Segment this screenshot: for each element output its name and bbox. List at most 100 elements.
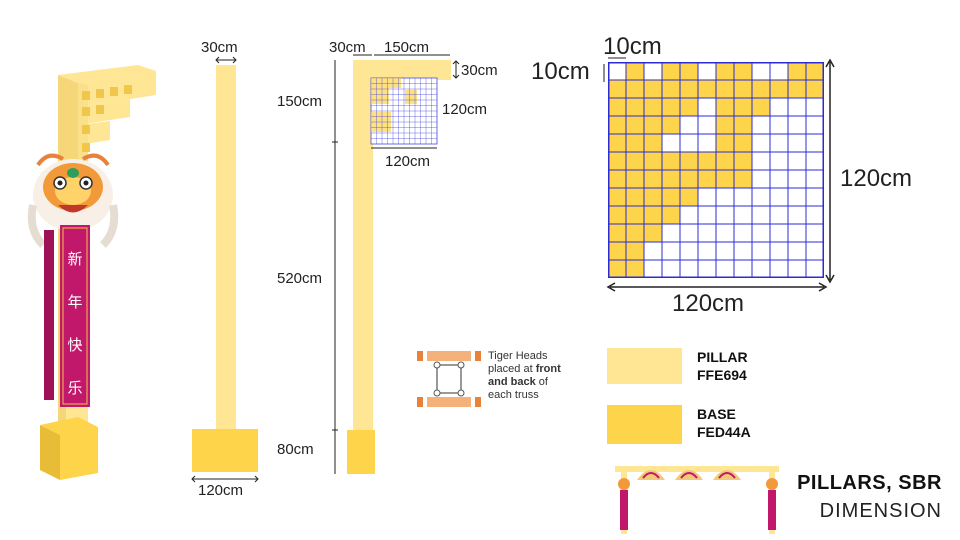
grid-cell bbox=[661, 205, 681, 225]
grid-cell bbox=[643, 187, 663, 207]
grid-cell bbox=[787, 151, 807, 171]
grid-cell bbox=[608, 151, 627, 171]
elevation-base bbox=[192, 429, 258, 472]
grid-cell bbox=[661, 151, 681, 171]
grid-cell bbox=[661, 62, 681, 81]
grid-cell bbox=[769, 97, 789, 117]
grid-cell bbox=[715, 187, 735, 207]
grid-cell bbox=[625, 133, 645, 153]
side-shaft bbox=[353, 60, 373, 432]
grid-cell bbox=[769, 241, 789, 261]
page-subtitle: DIMENSION bbox=[819, 500, 942, 522]
side-segment-top-label: 150cm bbox=[277, 93, 323, 110]
grid-cell bbox=[679, 169, 699, 189]
grid-cell bbox=[661, 97, 681, 117]
side-arm-thickness-label: 30cm bbox=[461, 62, 498, 79]
note-line-2: placed at front bbox=[488, 363, 561, 375]
elevation-top-width-label: 30cm bbox=[201, 39, 238, 56]
grid-cell bbox=[733, 151, 753, 171]
grid-cell bbox=[769, 259, 789, 278]
grid-cell bbox=[751, 169, 771, 189]
legend-base-name: BASE bbox=[697, 406, 736, 422]
grid-border bbox=[608, 62, 824, 278]
grid-cell bbox=[643, 223, 663, 243]
grid-cell bbox=[608, 241, 627, 261]
grid-cell bbox=[733, 205, 753, 225]
grid-cell bbox=[733, 169, 753, 189]
grid-cell bbox=[751, 187, 771, 207]
grid-cell bbox=[805, 97, 824, 117]
grid-cell bbox=[769, 169, 789, 189]
grid-width-label: 120cm bbox=[672, 290, 745, 317]
grid-cell bbox=[661, 259, 681, 278]
grid-cell bbox=[697, 133, 717, 153]
grid-cell bbox=[751, 62, 771, 81]
grid-cell bbox=[643, 62, 663, 81]
grid-cell bbox=[715, 97, 735, 117]
grid-cell bbox=[608, 187, 627, 207]
grid-cell bbox=[697, 205, 717, 225]
grid-cell bbox=[787, 133, 807, 153]
grid-cell bbox=[679, 205, 699, 225]
grid-cell bbox=[661, 115, 681, 135]
note-line-4: each truss bbox=[488, 389, 539, 401]
grid-cell bbox=[697, 79, 717, 99]
grid-height-label: 120cm bbox=[840, 165, 913, 192]
grid-cell bbox=[679, 223, 699, 243]
grid-cell bbox=[733, 115, 753, 135]
legend-pillar-name: PILLAR bbox=[697, 349, 748, 365]
grid-cell bbox=[805, 151, 824, 171]
legend-pillar-code: FFE694 bbox=[697, 367, 747, 383]
grid-cell bbox=[625, 62, 645, 81]
grid-cell bbox=[805, 169, 824, 189]
side-base bbox=[347, 430, 375, 474]
pillar-3d-illustration bbox=[27, 65, 156, 480]
grid-cell bbox=[805, 62, 824, 81]
grid-cell bbox=[715, 133, 735, 153]
side-grid-height-label: 120cm bbox=[442, 101, 488, 118]
grid-cell bbox=[733, 133, 753, 153]
grid-cell bbox=[715, 205, 735, 225]
grid-cell bbox=[715, 115, 735, 135]
grid-cell bbox=[608, 97, 627, 117]
grid-cell bbox=[769, 205, 789, 225]
grid-cell bbox=[805, 241, 824, 261]
legend-swatch-base bbox=[607, 405, 682, 444]
side-arm-label: 150cm bbox=[384, 39, 430, 56]
banner-char-2: 年 bbox=[67, 293, 83, 311]
side-width-label: 30cm bbox=[329, 39, 366, 56]
grid-cell bbox=[805, 79, 824, 99]
grid-cell bbox=[697, 223, 717, 243]
grid-cell bbox=[733, 62, 753, 81]
banner-char-3: 快 bbox=[67, 336, 83, 354]
grid-cell bbox=[787, 115, 807, 135]
grid-cell bbox=[715, 62, 735, 81]
grid-detail bbox=[608, 62, 824, 278]
grid-cell bbox=[697, 62, 717, 81]
grid-cell bbox=[643, 259, 663, 278]
grid-cell bbox=[805, 133, 824, 153]
grid-cell bbox=[751, 205, 771, 225]
grid-cell bbox=[715, 151, 735, 171]
elevation-pillar-shaft bbox=[216, 65, 236, 431]
grid-cell bbox=[733, 241, 753, 261]
grid-cell bbox=[769, 133, 789, 153]
grid-cell bbox=[679, 151, 699, 171]
grid-cell bbox=[751, 241, 771, 261]
grid-cell bbox=[751, 151, 771, 171]
grid-cell bbox=[787, 223, 807, 243]
grid-cell bbox=[679, 97, 699, 117]
elevation-bottom-width-label: 120cm bbox=[198, 482, 244, 499]
note-line-3: and back of bbox=[488, 376, 548, 388]
grid-cell bbox=[625, 79, 645, 99]
grid-cell bbox=[769, 187, 789, 207]
grid-cell bbox=[805, 187, 824, 207]
grid-cell bbox=[787, 241, 807, 261]
grid-cell bbox=[608, 169, 627, 189]
grid-cell bbox=[733, 97, 753, 117]
legend-swatch-pillar bbox=[607, 348, 682, 384]
grid-cell bbox=[679, 79, 699, 99]
grid-cell bbox=[679, 115, 699, 135]
banner-char-1: 新 bbox=[67, 250, 83, 268]
arch-thumbnail bbox=[615, 466, 779, 534]
